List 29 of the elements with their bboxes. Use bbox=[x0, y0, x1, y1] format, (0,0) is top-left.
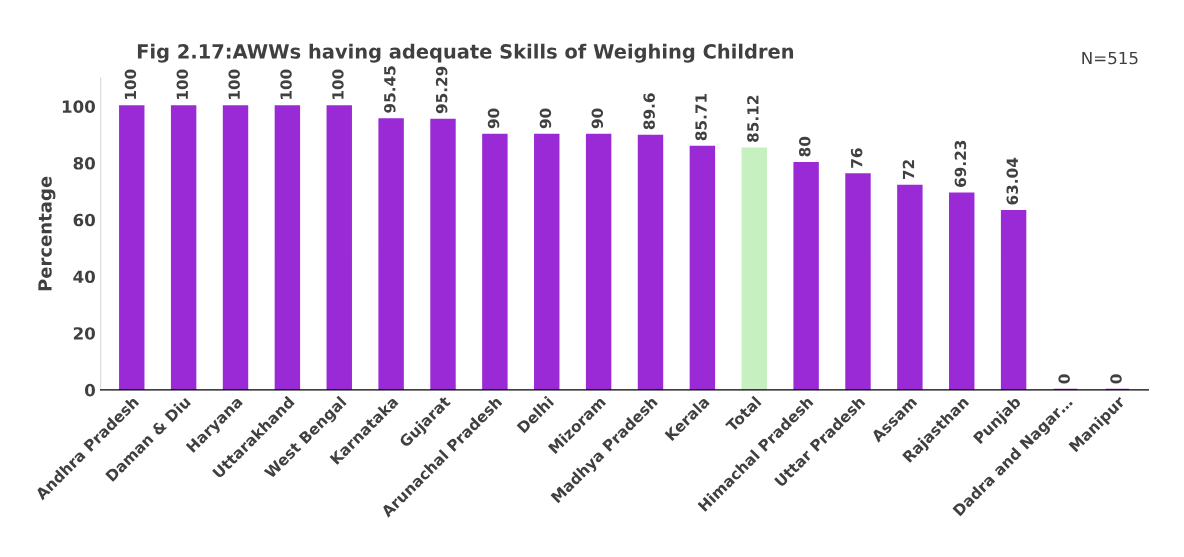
y-axis-title: Percentage bbox=[38, 176, 56, 291]
y-tick-label: 0 bbox=[84, 383, 95, 397]
data-label: 80 bbox=[798, 136, 811, 157]
y-tick-label: 20 bbox=[73, 327, 95, 340]
data-label: 100 bbox=[176, 69, 189, 99]
text: N=515 bbox=[1082, 51, 1138, 65]
data-label: 95.29 bbox=[435, 66, 448, 114]
data-label: 100 bbox=[332, 69, 344, 99]
data-label: 89.6 bbox=[643, 93, 655, 130]
data-label: 90 bbox=[591, 108, 604, 129]
data-label: 63.04 bbox=[1006, 157, 1019, 205]
data-label: 100 bbox=[228, 69, 240, 99]
data-label: 95.45 bbox=[384, 66, 396, 113]
data-label: 90 bbox=[539, 108, 552, 129]
data-label: 76 bbox=[850, 148, 863, 168]
y-tick-label: 100 bbox=[62, 100, 95, 113]
data-label: 85.12 bbox=[747, 95, 759, 142]
data-label: 0 bbox=[1110, 374, 1122, 384]
y-tick-label: 60 bbox=[73, 213, 95, 227]
data-label: 100 bbox=[280, 69, 292, 99]
data-label: 100 bbox=[124, 69, 137, 99]
data-label: 85.71 bbox=[695, 93, 707, 141]
data-label: 72 bbox=[902, 160, 915, 180]
data-label: 90 bbox=[487, 108, 500, 129]
y-tick-label: 40 bbox=[73, 270, 95, 284]
y-tick-label: 80 bbox=[73, 157, 95, 170]
chart-title: Fig 2.17:AWWs having adequate Skills of Weighing Children bbox=[137, 43, 794, 63]
data-label: 69.23 bbox=[954, 140, 967, 187]
data-label: 0 bbox=[1058, 374, 1070, 384]
